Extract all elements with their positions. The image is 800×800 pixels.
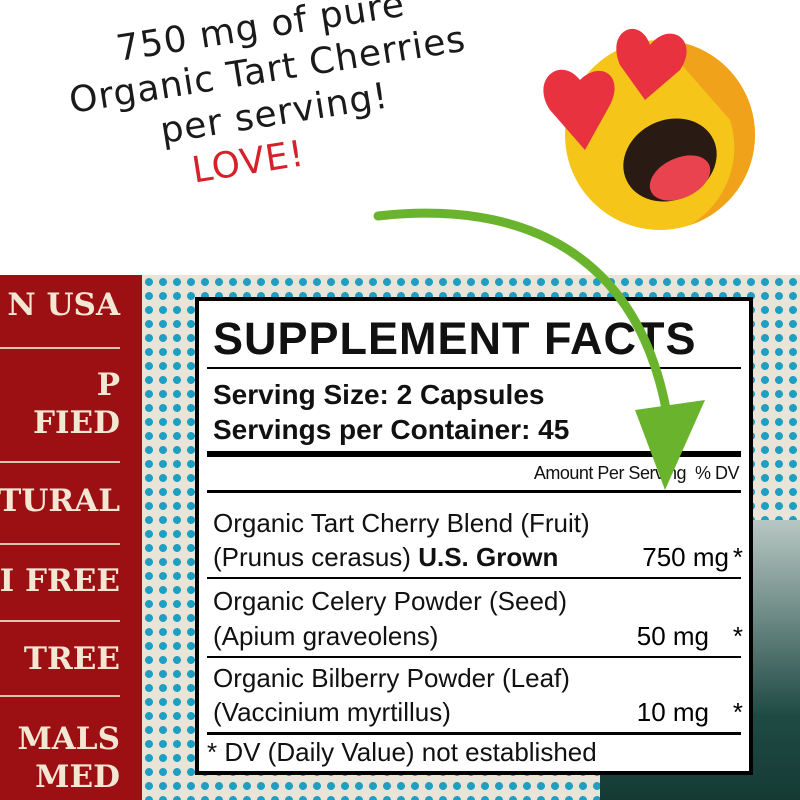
claim-animals-line2: MED [35,759,120,795]
claims-band: N USA P FIED TURAL I FREE TREE MALS MED [0,275,142,800]
latin-name: (Vaccinium myrtillus) [213,697,451,727]
ingredient-amount: 10 mg [636,697,709,727]
heart-eyes-emoji-icon [543,28,755,230]
footnote: * DV (Daily Value) not established [207,737,597,767]
latin-name: (Prunus cerasus) [213,542,411,572]
heart-icon [616,28,687,101]
facts-title: SUPPLEMENT FACTS [213,313,697,364]
claim-certified-line2: FIED [32,405,120,441]
claim-natural: TURAL [0,483,120,519]
ingredient-name: Organic Celery Powder (Seed) [213,586,568,616]
claim-free: TREE [23,641,120,677]
ingredient-amount: 50 mg [636,621,709,651]
heart-icon [543,69,615,150]
ingredient-name: Organic Tart Cherry Blend (Fruit) [213,508,590,538]
amount-per-serving-label: Amount Per Serving [533,463,687,483]
latin-name: (Apium graveolens) [213,621,439,651]
us-grown: U.S. Grown [418,542,559,572]
claim-gluten-free: I FREE [0,563,120,599]
amount-header: Amount Per Serving % DV [533,463,740,484]
serving-size: Serving Size: 2 Capsules [213,379,545,410]
claim-certified-line1: P [96,367,120,403]
ingredient-name: Organic Bilberry Powder (Leaf) [213,663,570,693]
claim-made-in-usa: N USA [7,287,120,323]
servings-per-container: Servings per Container: 45 [213,414,570,445]
ingredient-dv: * [732,542,743,572]
dv-label: % DV [694,463,740,483]
claim-animals-line1: MALS [17,721,120,757]
ingredient-dv: * [732,621,743,651]
ingredient-amount: 750 mg [642,542,729,572]
ingredient-dv: * [732,697,743,727]
ingredient-source: (Prunus cerasus) U.S. Grown [213,542,558,573]
